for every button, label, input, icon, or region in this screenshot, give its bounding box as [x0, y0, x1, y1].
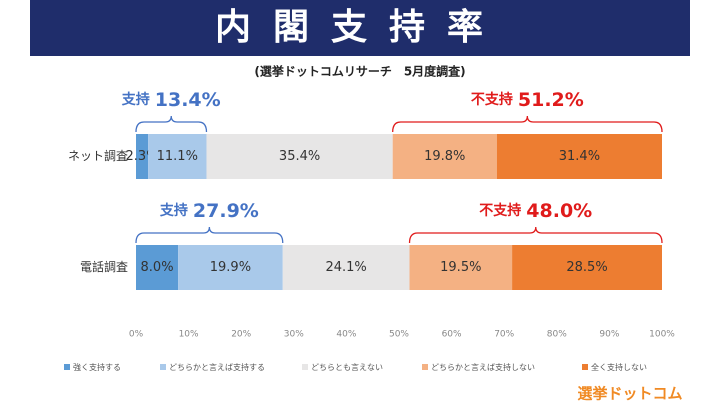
- x-tick-label: 50%: [389, 330, 409, 340]
- legend-swatch: [160, 364, 166, 370]
- x-tick-label: 20%: [231, 330, 251, 340]
- annotation-label: 不支持: [471, 91, 513, 108]
- value-label: 19.5%: [440, 260, 481, 275]
- category-label: 電話調査: [80, 259, 128, 274]
- subtitle: (選挙ドットコムリサーチ 5月度調査): [254, 64, 465, 79]
- x-tick-label: 80%: [547, 330, 567, 340]
- bar-segment: [136, 134, 149, 179]
- chart-title: 内閣支持率: [215, 7, 505, 48]
- title-bar: [30, 0, 690, 56]
- annotation-value: 48.0%: [526, 200, 592, 222]
- x-tick-label: 10%: [179, 330, 199, 340]
- annotation-label: 不支持: [479, 202, 521, 219]
- legend-swatch: [302, 364, 308, 370]
- annotation: 不支持 48.0%: [479, 200, 592, 222]
- annotation-value: 27.9%: [193, 200, 259, 222]
- value-label: 19.9%: [210, 260, 251, 275]
- annotation: 支持 27.9%: [159, 200, 259, 222]
- legend-label: どちらとも言えない: [311, 362, 383, 372]
- legend-label: 強く支持する: [73, 362, 121, 372]
- annotation-value: 13.4%: [155, 89, 221, 111]
- value-label: 28.5%: [566, 260, 607, 275]
- value-label: 35.4%: [279, 149, 320, 164]
- bar-segment: [178, 245, 283, 290]
- legend-label: 全く支持しない: [591, 362, 647, 372]
- bar-segment: [512, 245, 662, 290]
- annotation: 不支持 51.2%: [471, 89, 584, 111]
- bar-segment: [496, 134, 662, 179]
- bracket: [408, 226, 663, 244]
- legend-label: どちらかと言えば支持する: [169, 362, 265, 372]
- legend-label: どちらかと言えば支持しない: [431, 362, 535, 372]
- legend-swatch: [582, 364, 588, 370]
- category-label: ネット調査: [68, 149, 128, 163]
- x-tick-label: 0%: [129, 330, 144, 340]
- value-label: 8.0%: [141, 260, 174, 275]
- bracket: [135, 226, 284, 244]
- annotation: 支持 13.4%: [121, 89, 221, 111]
- bracket: [135, 115, 208, 133]
- x-tick-label: 40%: [336, 330, 356, 340]
- bar-segment: [282, 245, 410, 290]
- bar-segment: [136, 245, 179, 290]
- annotation-label: 支持: [159, 202, 188, 219]
- logo: 選挙ドットコム: [577, 385, 682, 403]
- value-label: 11.1%: [157, 149, 198, 164]
- annotation-value: 51.2%: [518, 89, 584, 111]
- bracket: [392, 115, 663, 133]
- x-tick-label: 90%: [599, 330, 619, 340]
- x-tick-label: 70%: [494, 330, 514, 340]
- bar-segment: [148, 134, 207, 179]
- bar-segment: [409, 245, 513, 290]
- annotation-label: 支持: [121, 91, 150, 108]
- x-tick-label: 60%: [442, 330, 462, 340]
- legend-swatch: [64, 364, 70, 370]
- x-tick-label: 30%: [284, 330, 304, 340]
- value-label: 24.1%: [325, 260, 366, 275]
- bar-segment: [206, 134, 393, 179]
- value-label: 19.8%: [424, 149, 465, 164]
- value-label: 31.4%: [559, 149, 600, 164]
- legend-swatch: [422, 364, 428, 370]
- bar-segment: [392, 134, 497, 179]
- x-tick-label: 100%: [649, 330, 675, 340]
